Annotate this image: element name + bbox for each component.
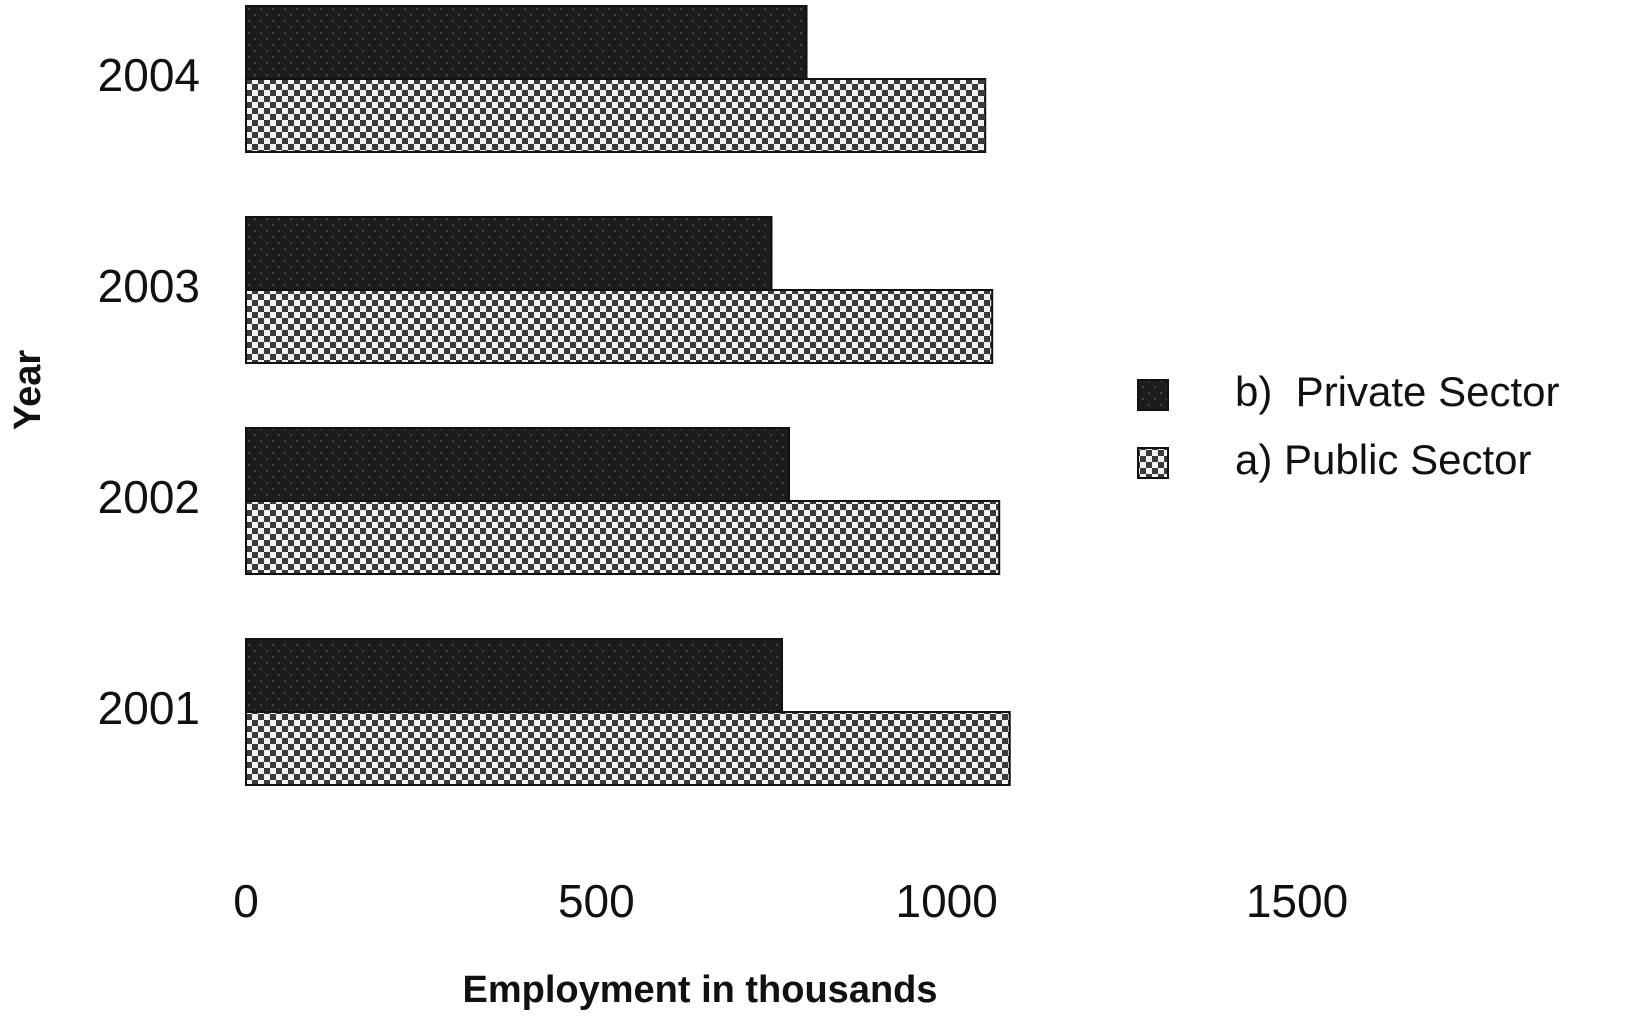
legend-swatch bbox=[1137, 447, 1169, 479]
bar bbox=[245, 5, 808, 80]
y-tick-label: 2004 bbox=[98, 49, 200, 101]
y-tick-label: 2002 bbox=[98, 471, 200, 523]
y-axis-title: Year bbox=[7, 350, 49, 431]
bar bbox=[245, 500, 1001, 575]
x-tick-label: 1000 bbox=[895, 875, 997, 927]
legend-swatch bbox=[1137, 379, 1169, 411]
bar bbox=[245, 711, 1011, 786]
bar bbox=[245, 427, 791, 502]
x-tick-label: 0 bbox=[233, 875, 259, 927]
y-tick-label: 2001 bbox=[98, 682, 200, 734]
x-axis-title: Employment in thousands bbox=[462, 969, 937, 1011]
x-tick-label: 1500 bbox=[1246, 875, 1348, 927]
bar bbox=[245, 289, 994, 364]
y-tick-label: 2003 bbox=[98, 260, 200, 312]
bar bbox=[245, 638, 784, 713]
bar bbox=[245, 216, 773, 291]
x-tick-label: 500 bbox=[558, 875, 635, 927]
legend-label: a) Public Sector bbox=[1235, 436, 1531, 483]
legend-label: b) Private Sector bbox=[1235, 368, 1559, 415]
bar bbox=[245, 78, 987, 153]
